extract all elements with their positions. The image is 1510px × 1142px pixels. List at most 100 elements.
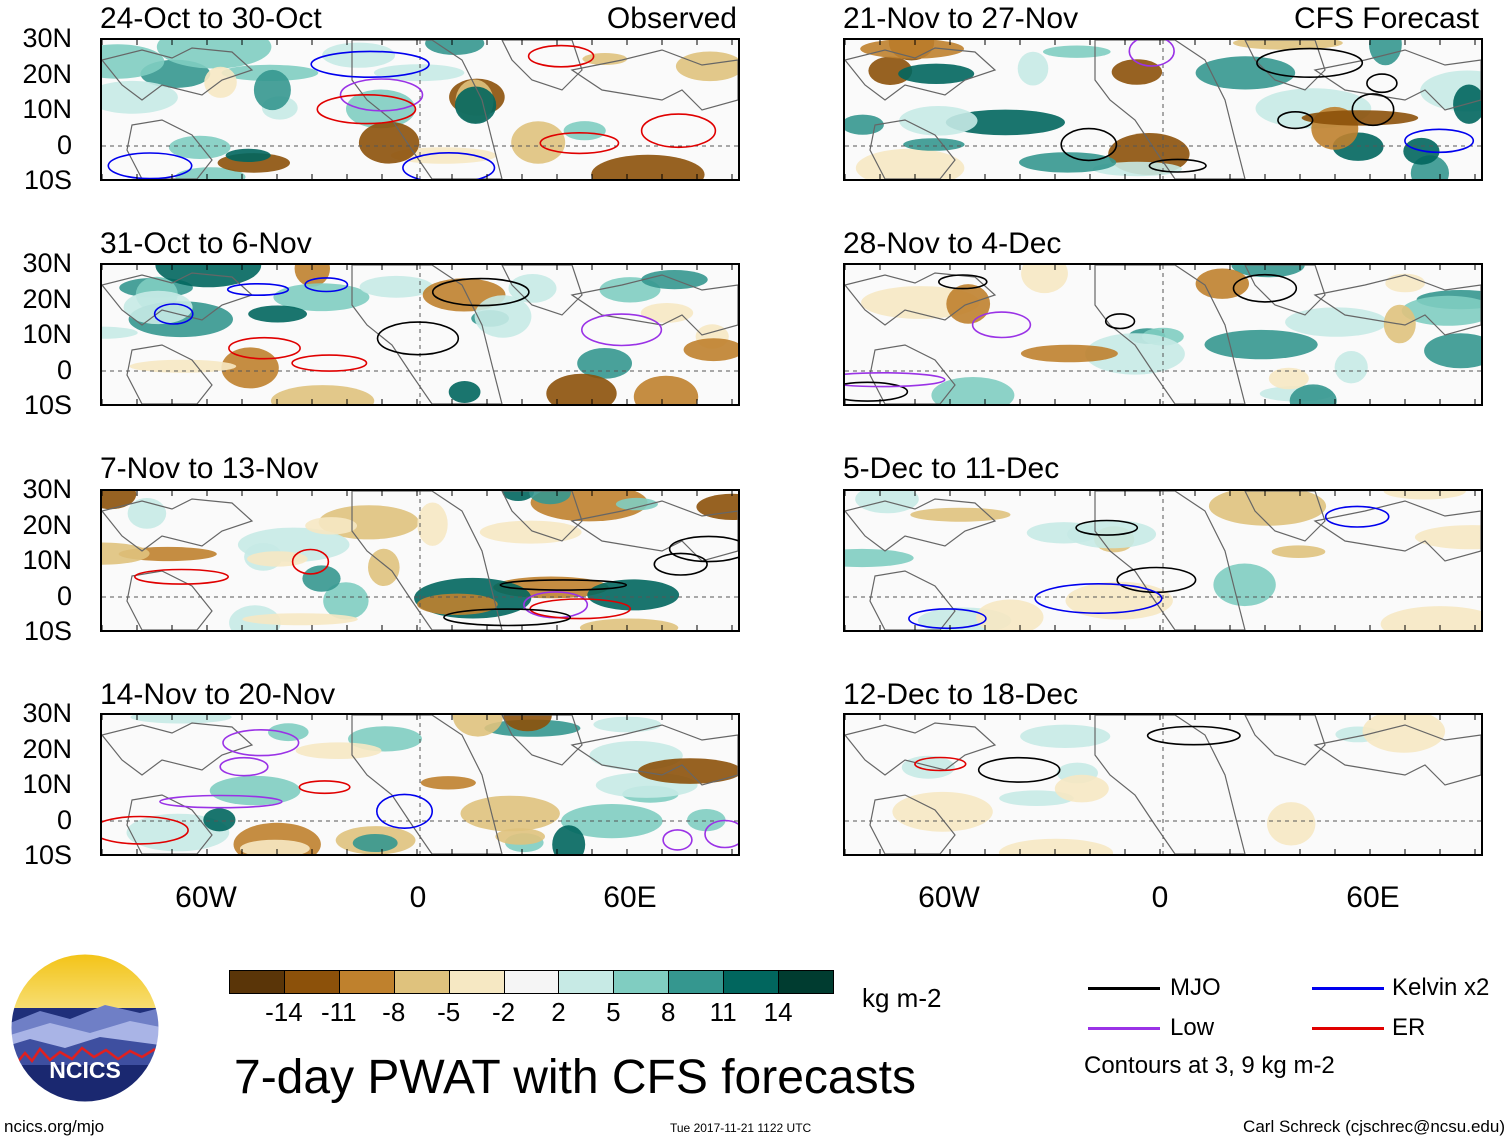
colorbar-tick-label: 5 — [606, 997, 621, 1027]
map-canvas — [102, 40, 738, 179]
pwat-map — [843, 713, 1483, 856]
dry-anomaly — [204, 66, 237, 98]
moist-anomaly — [359, 275, 433, 298]
moist-anomaly — [502, 491, 534, 501]
moist-anomaly — [175, 167, 246, 179]
panel-title: 14-Nov to 20-Nov — [100, 678, 336, 711]
coastline — [1313, 274, 1481, 336]
colorbar-tick-label: 14 — [763, 997, 793, 1027]
wave-contour — [908, 608, 987, 630]
moist-anomaly — [268, 723, 309, 742]
coastline — [1313, 500, 1481, 562]
lat-label: 0 — [56, 354, 72, 385]
coastline — [1094, 40, 1246, 179]
moist-anomaly — [130, 715, 232, 724]
lat-label: 10N — [22, 319, 72, 349]
dry-anomaly — [1383, 491, 1466, 500]
coastline — [126, 570, 213, 630]
wave-contour — [1277, 110, 1314, 130]
dry-anomaly — [1021, 265, 1068, 294]
moist-anomaly — [1020, 724, 1111, 748]
legend-label-mjo: MJO — [1170, 974, 1221, 1001]
moist-anomaly — [168, 135, 231, 159]
moist-anomaly — [155, 265, 262, 288]
colorbar-tick-label: 8 — [661, 997, 676, 1027]
moist-anomaly — [273, 283, 370, 312]
lon-label-0-right: 0 — [1151, 881, 1169, 914]
dry-anomaly — [270, 385, 375, 404]
map-canvas — [102, 265, 738, 404]
dry-anomaly — [390, 147, 497, 164]
dry-anomaly — [1020, 344, 1118, 363]
panel-title: 5-Dec to 11-Dec — [843, 452, 1060, 485]
coastline — [126, 344, 213, 404]
dry-anomaly — [305, 517, 357, 535]
dry-anomaly — [368, 548, 400, 586]
dry-anomaly — [675, 51, 738, 82]
wave-contour — [640, 113, 717, 149]
legend-line-mjo — [1088, 987, 1160, 990]
lat-label: 10N — [22, 769, 72, 799]
ncics-logo: NCICS — [10, 953, 160, 1103]
dry-anomaly — [452, 715, 504, 737]
coastline — [1244, 265, 1326, 316]
panel-title: 7-Nov to 13-Nov — [100, 452, 319, 485]
coastline — [869, 794, 956, 854]
wave-contour — [1366, 73, 1398, 94]
moist-anomaly — [346, 89, 416, 129]
legend-note: Contours at 3, 9 kg m-2 — [1084, 1052, 1335, 1079]
coastline — [570, 724, 738, 786]
moist-anomaly — [552, 825, 586, 854]
legend-label-low: Low — [1170, 1014, 1215, 1041]
colorbar-cell — [778, 970, 834, 994]
dry-anomaly — [998, 838, 1114, 854]
wave-contour — [431, 277, 530, 307]
wave-contour — [938, 274, 988, 290]
dry-anomaly — [495, 828, 545, 845]
legend-line-er — [1312, 1027, 1384, 1030]
pwat-map — [843, 263, 1483, 406]
dry-anomaly — [1362, 715, 1446, 753]
pwat-map — [843, 489, 1483, 632]
moist-anomaly — [1019, 152, 1117, 173]
wave-contour — [159, 794, 283, 809]
colorbar-cell — [393, 970, 450, 994]
coastline — [570, 49, 738, 111]
pwat-map — [100, 489, 740, 632]
wave-contour — [107, 152, 193, 179]
colorbar-cell — [503, 970, 560, 994]
dry-anomaly — [855, 148, 965, 179]
main-title: 7-day PWAT with CFS forecasts — [234, 1051, 916, 1104]
moist-anomaly — [203, 808, 236, 832]
moist-anomaly — [931, 377, 1015, 404]
wave-contour — [1104, 313, 1136, 330]
lon-label-60w-left: 60W — [175, 881, 237, 914]
coastline — [351, 715, 503, 854]
dry-anomaly — [294, 265, 330, 287]
moist-anomaly — [323, 582, 369, 620]
lon-label-60w-right: 60W — [918, 881, 980, 914]
wave-contour — [226, 282, 290, 296]
colorbar-tick-label: -8 — [382, 997, 406, 1027]
colorbar-cell — [448, 970, 505, 994]
wave-contour — [1128, 40, 1175, 67]
wave-contour — [1060, 127, 1118, 162]
moist-anomaly — [1204, 329, 1318, 360]
forecast-label: CFS Forecast — [1293, 2, 1479, 35]
wave-contour — [668, 535, 738, 563]
lat-label: 30N — [22, 248, 72, 278]
coastline — [570, 500, 738, 562]
coastline — [1094, 715, 1246, 854]
footer-url: ncics.org/mjo — [4, 1117, 105, 1136]
coastline — [1094, 265, 1246, 404]
coastline — [869, 344, 956, 404]
map-canvas — [102, 715, 738, 854]
wave-contour — [1324, 505, 1390, 528]
legend-label-kelvin: Kelvin x2 — [1392, 974, 1490, 1001]
wave-contour — [222, 729, 300, 757]
moist-anomaly — [448, 381, 481, 403]
wave-contour — [845, 372, 946, 388]
wave-contour — [539, 131, 620, 155]
colorbar-cell — [723, 970, 780, 994]
moist-anomaly — [209, 775, 301, 806]
